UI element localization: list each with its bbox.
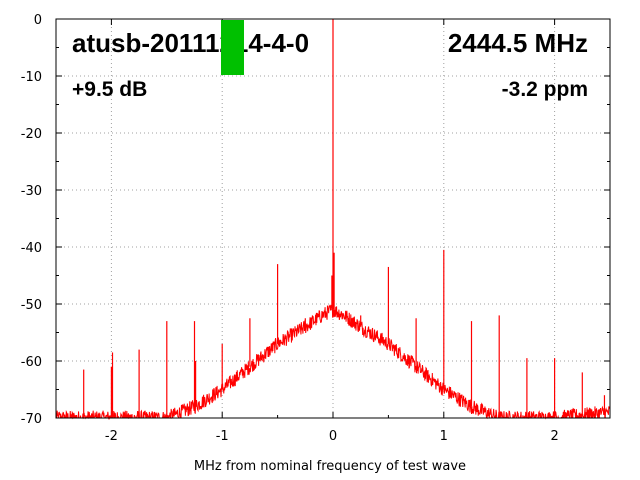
- x-tick-label: -1: [216, 429, 229, 444]
- y-tick-label: -70: [21, 412, 42, 427]
- frequency-label: 2444.5 MHz: [448, 28, 588, 58]
- y-tick-labels: 0 -10 -20 -30 -40 -50 -60 -70: [21, 13, 42, 427]
- x-axis-title: MHz from nominal frequency of test wave: [194, 459, 466, 474]
- spectrum-trace: [55, 304, 611, 420]
- offset-label: -3.2 ppm: [502, 78, 588, 101]
- plot-frame: [55, 18, 611, 419]
- y-tick-label: -60: [21, 355, 42, 370]
- y-tick-label: -50: [21, 298, 42, 313]
- y-tick-label: -30: [21, 184, 42, 199]
- device-label: atusb-20111214-4-0: [72, 28, 309, 58]
- x-tick-label: 1: [440, 429, 448, 444]
- y-tick-label: -10: [21, 70, 42, 85]
- y-tick-label: -40: [21, 241, 42, 256]
- x-tick-label: -2: [105, 429, 118, 444]
- series-spectrum: [55, 19, 611, 420]
- gain-label: +9.5 dB: [72, 78, 147, 101]
- status-marker: [221, 20, 244, 75]
- y-tick-label: 0: [34, 13, 42, 28]
- y-tick-label: -20: [21, 127, 42, 142]
- x-tick-label: 2: [550, 429, 558, 444]
- x-tick-label: 0: [329, 429, 337, 444]
- x-tick-labels: -2 -1 0 1 2: [105, 429, 559, 444]
